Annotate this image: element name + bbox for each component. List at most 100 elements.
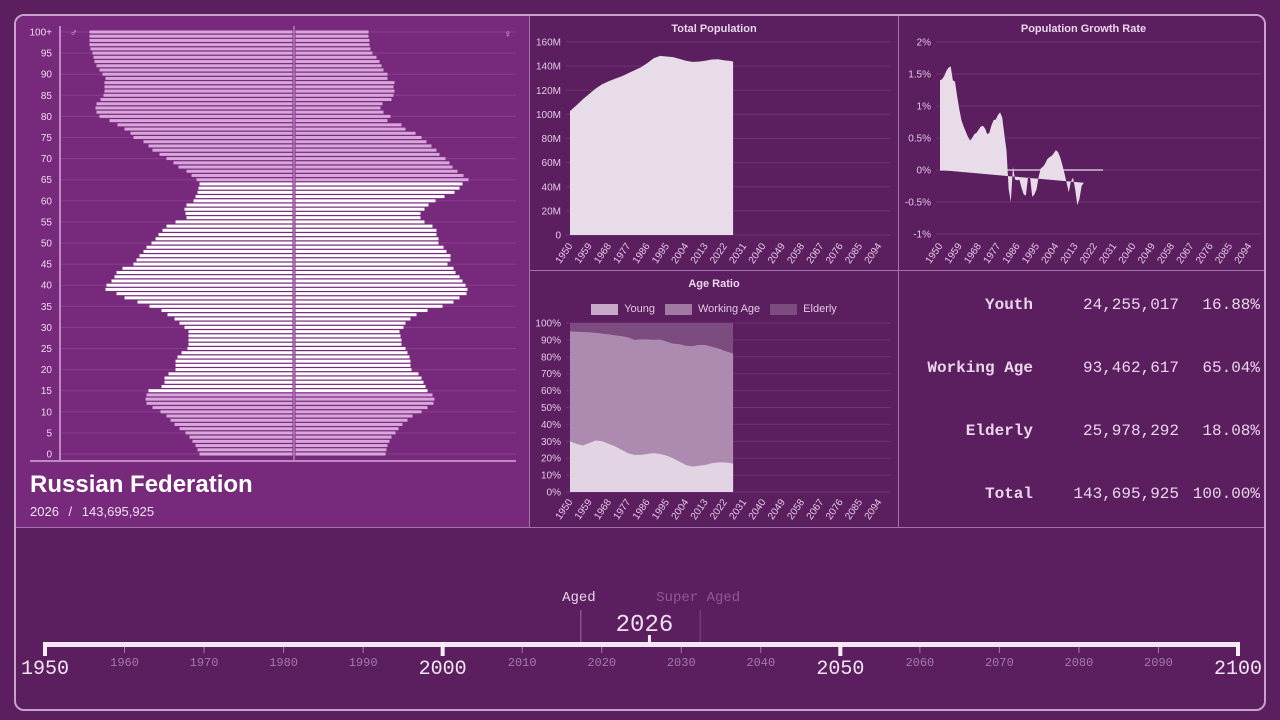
male-bar xyxy=(178,165,293,169)
x-tick-label: 1995 xyxy=(650,241,672,266)
male-bar xyxy=(173,161,293,165)
female-bar xyxy=(295,448,387,452)
female-bar xyxy=(295,195,445,199)
x-tick-label: 2013 xyxy=(689,497,711,522)
year-timeline-panel: Aged Super Aged 1960 1970 1980 1990 2010 2020 20… xyxy=(16,528,1266,711)
young-area xyxy=(570,440,734,492)
female-bar xyxy=(295,296,460,300)
male-bar xyxy=(166,224,293,228)
y-tick-label: 60% xyxy=(541,386,561,397)
legend-item-elderly[interactable]: Elderly xyxy=(770,303,837,315)
male-bar xyxy=(104,85,293,89)
minor-year-label: 2070 xyxy=(985,656,1014,670)
chart-title: Age Ratio xyxy=(688,278,740,290)
legend-item-working-age[interactable]: Working Age xyxy=(665,303,760,315)
female-bar xyxy=(295,233,437,237)
female-bar xyxy=(295,368,412,372)
x-tick-label: 1977 xyxy=(612,241,634,266)
female-bar xyxy=(295,72,388,76)
female-bar xyxy=(295,68,384,72)
legend-item-young[interactable]: Young xyxy=(591,303,655,315)
year-timeline-slider[interactable]: Aged Super Aged 1960 1970 1980 1990 2010 2020 20… xyxy=(16,528,1266,711)
male-bar xyxy=(186,216,293,220)
stat-value: 93,462,617 xyxy=(1082,359,1179,377)
male-bar xyxy=(186,203,293,207)
x-tick-label: 2004 xyxy=(670,241,692,266)
female-bar xyxy=(295,372,419,376)
female-bar xyxy=(295,55,377,59)
female-bar xyxy=(295,401,434,405)
y-tick-label: 60M xyxy=(542,158,561,169)
y-tick-label: 65 xyxy=(41,175,53,186)
x-tick-label: 2085 xyxy=(1213,241,1235,266)
female-bar xyxy=(295,131,416,135)
female-bar xyxy=(295,102,383,106)
male-bar xyxy=(111,279,293,283)
male-bar xyxy=(149,304,293,308)
male-bar xyxy=(197,448,293,452)
stat-label: Elderly xyxy=(965,422,1033,440)
female-bar xyxy=(295,283,466,287)
female-bar xyxy=(295,389,428,393)
female-bar xyxy=(295,110,384,114)
male-bar xyxy=(166,414,293,418)
major-year-label: 1950 xyxy=(21,658,69,681)
y-tick-label: 10% xyxy=(541,471,561,482)
female-bar xyxy=(295,136,422,139)
female-bar xyxy=(295,452,386,456)
female-bar xyxy=(295,203,429,207)
male-bar xyxy=(196,178,293,182)
female-bar xyxy=(295,60,380,64)
y-tick-label: 1.5% xyxy=(908,70,931,81)
male-bar xyxy=(167,313,293,317)
timeline-track[interactable] xyxy=(45,642,1238,647)
x-tick-label: 1950 xyxy=(924,241,946,266)
female-bar xyxy=(295,435,392,439)
x-tick-label: 2004 xyxy=(670,497,692,522)
y-tick-label: -0.5% xyxy=(905,198,931,209)
current-year-handle[interactable] xyxy=(647,635,651,644)
female-bar xyxy=(295,207,425,211)
x-tick-label: 2076 xyxy=(824,497,846,522)
y-tick-label: 30 xyxy=(41,323,53,334)
minor-year-label: 2060 xyxy=(905,656,934,670)
male-bar xyxy=(93,55,293,59)
female-bar xyxy=(295,342,402,346)
female-bar xyxy=(295,275,460,279)
female-bar xyxy=(295,178,469,182)
growth-rate-chart: -1%-0.5%0%0.5%1%1.5%2%195019591968197719… xyxy=(905,38,1261,266)
male-bar xyxy=(161,384,293,388)
male-bar xyxy=(175,359,293,363)
y-tick-label: 85 xyxy=(41,91,53,102)
male-bar xyxy=(116,292,293,296)
male-bar xyxy=(177,355,293,359)
y-tick-label: 75 xyxy=(41,133,53,144)
male-bar xyxy=(161,309,293,313)
female-bar xyxy=(295,241,439,245)
x-tick-label: 2085 xyxy=(843,241,865,266)
y-tick-label: 70% xyxy=(541,369,561,380)
x-tick-label: 2058 xyxy=(1155,241,1177,266)
y-tick-label: 20% xyxy=(541,454,561,465)
major-year-label: 2100 xyxy=(1214,658,1262,681)
y-tick-label: 40% xyxy=(541,420,561,431)
male-bar xyxy=(96,110,293,114)
female-bar xyxy=(295,254,451,258)
x-tick-label: 2022 xyxy=(708,241,730,266)
female-bar xyxy=(295,228,437,232)
y-tick-label: 0% xyxy=(917,166,932,177)
male-bar xyxy=(187,347,293,350)
male-bar xyxy=(193,199,293,203)
male-bar xyxy=(148,389,293,393)
country-name: Russian Federation xyxy=(30,471,253,498)
male-bar xyxy=(158,233,293,237)
female-bar xyxy=(295,406,428,410)
x-tick-label: 2094 xyxy=(1233,241,1255,266)
male-bar xyxy=(184,325,293,329)
y-tick-label: 40M xyxy=(542,182,561,193)
male-bar xyxy=(179,427,293,431)
female-bar xyxy=(295,351,408,355)
x-tick-label: 1977 xyxy=(982,241,1004,266)
female-bar xyxy=(295,330,400,334)
female-bar xyxy=(295,444,388,448)
